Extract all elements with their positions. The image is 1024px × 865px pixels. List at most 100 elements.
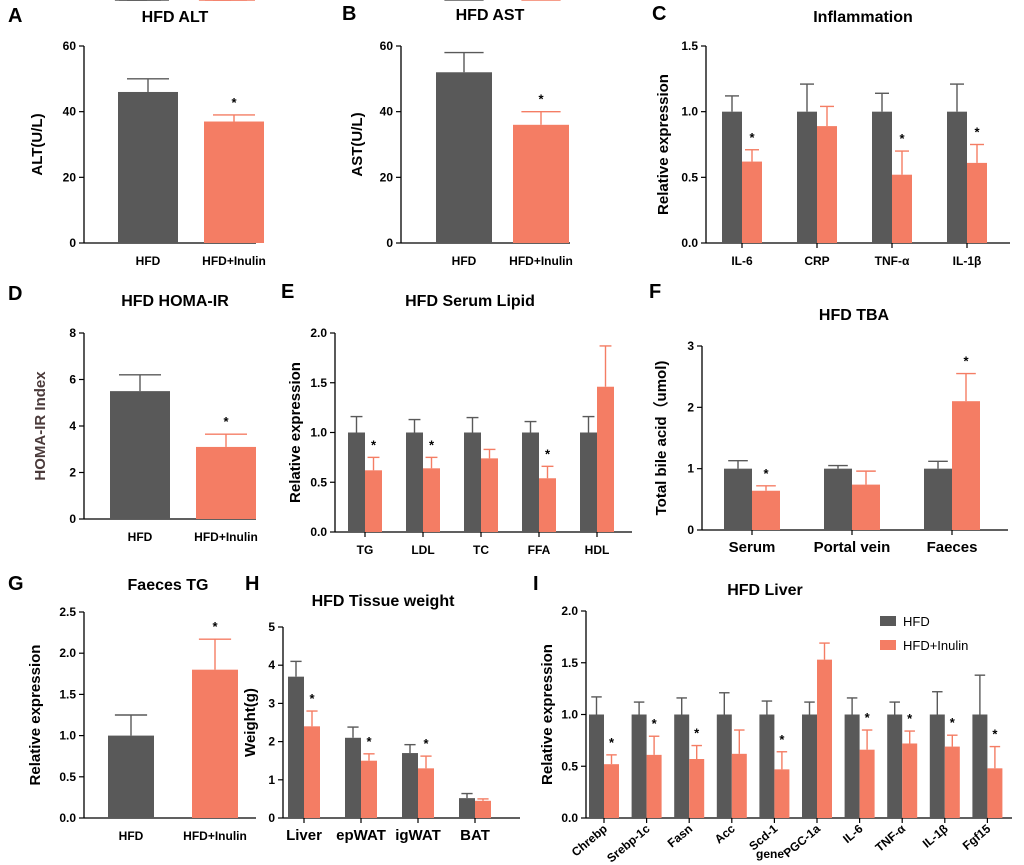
panel-I: I HFD Liver 0.0 0.5 1.0 1.5 2.0 Relative expres…	[533, 573, 1012, 865]
bar-hfd-inulin-1	[852, 484, 880, 530]
bar-hfd-1	[345, 737, 361, 818]
y-tick-label: 1.0	[561, 708, 578, 722]
x-tick-label: Chrebp	[569, 822, 610, 860]
y-tick-label: 40	[63, 105, 77, 119]
y-tick-label: 1.0	[310, 426, 327, 440]
panel-D: D HFD HOMA-IR 0 2 4 6 8 HOMA-IR Index * HFD HFD+In…	[8, 0, 258, 544]
y-axis-title: Relative expression	[287, 362, 304, 503]
bar-hfd-inulin-1	[646, 754, 662, 818]
bar-hfd-inulin-8	[944, 746, 960, 818]
x-tick-label: Fgf15	[960, 821, 994, 853]
x-axis-title: gene	[756, 847, 784, 861]
y-tick-label: 0.0	[561, 811, 578, 825]
x-tick-label: IL-6	[731, 254, 753, 268]
significance-star: *	[212, 619, 218, 634]
bar-hfd-inulin-0	[752, 490, 780, 530]
panel-B: B HFD AST 0 20 40 60 AST(U/L) * HFD HFD+Inulin	[342, 0, 573, 268]
bar-hfd-0	[108, 735, 154, 818]
x-tick-label: epWAT	[336, 827, 386, 844]
significance-star: *	[366, 734, 372, 749]
x-tick-label: TC	[473, 543, 489, 557]
y-tick-label: 0.5	[681, 170, 698, 184]
y-tick-label: 2.0	[59, 646, 76, 660]
significance-star: *	[652, 716, 658, 731]
y-tick-label: 1.0	[681, 105, 698, 119]
bar-hfd-0	[722, 111, 742, 244]
bar-hfd-1	[631, 714, 647, 818]
bar-hfd-3	[716, 714, 732, 818]
x-tick-label: igWAT	[395, 827, 441, 844]
panel-E: E HFD Serum Lipid 0.0 0.5 1.0 1.5 2.0 Relative …	[281, 281, 632, 557]
y-tick-label: 0.5	[310, 475, 327, 489]
x-tick-label: TNF-α	[875, 254, 910, 268]
bar-hfd-2	[674, 714, 690, 818]
significance-star: *	[609, 735, 615, 750]
bar-hfd-1	[797, 111, 817, 244]
bar-hfd-2	[464, 432, 481, 532]
panel-label: A	[8, 5, 22, 27]
y-axis-title: Relative expression	[655, 74, 672, 215]
bar-hfd-inulin-1	[423, 468, 440, 532]
x-tick-label: Liver	[286, 827, 322, 844]
bar-hfd-4	[759, 714, 775, 818]
y-tick-label: 3	[268, 696, 275, 710]
y-axis-title: Relative expression	[539, 644, 556, 785]
panel-label: C	[652, 3, 666, 25]
bar-hfd-inulin-2	[952, 401, 980, 530]
bar-hfd-0	[724, 468, 752, 530]
y-tick-label: 1.5	[59, 687, 76, 701]
x-tick-label: TG	[357, 543, 374, 557]
y-tick-label: 2.5	[59, 605, 76, 619]
significance-star: *	[749, 130, 755, 145]
significance-star: *	[545, 446, 551, 461]
x-tick-label: HFD	[128, 530, 153, 544]
panel-label: F	[649, 281, 661, 303]
y-tick-label: 8	[69, 326, 76, 340]
y-axis-title: Total bile acid（umol)	[652, 361, 670, 516]
bar-hfd-6	[844, 714, 860, 818]
x-tick-label: IL-1β	[920, 822, 951, 851]
chart-title: HFD HOMA-IR	[121, 293, 229, 310]
significance-star: *	[763, 466, 769, 481]
panel-label: E	[281, 281, 294, 303]
significance-star: *	[538, 92, 544, 107]
x-tick-label: Fasn	[665, 822, 695, 851]
significance-star: *	[694, 726, 700, 741]
y-tick-label: 0	[69, 512, 76, 526]
x-tick-label: HFD+Inulin	[183, 829, 247, 843]
panel-label: D	[8, 283, 22, 305]
y-tick-label: 1	[268, 773, 275, 787]
bar-hfd-inulin-3	[539, 478, 556, 532]
bar-hfd-inulin-3	[731, 753, 747, 818]
x-tick-label: HFD+Inulin	[202, 254, 266, 268]
y-tick-label: 1.0	[59, 729, 76, 743]
bar-hfd-inulin-6	[859, 749, 875, 818]
bar-hfd-3	[459, 798, 475, 818]
y-tick-label: 0	[386, 236, 393, 250]
significance-star: *	[899, 131, 905, 146]
x-tick-label: HDL	[585, 543, 610, 557]
bar-hfd-4	[580, 432, 597, 532]
bar-hfd-8	[929, 714, 945, 818]
y-axis-title: Relative expression	[27, 645, 44, 786]
y-axis-title: AST(U/L)	[349, 112, 366, 176]
chart-title: Faeces TG	[128, 577, 209, 594]
x-tick-label: Srebp-1c	[604, 821, 653, 865]
chart-title: Inflammation	[813, 9, 913, 26]
y-tick-label: 60	[63, 39, 77, 53]
bar-hfd-inulin-1	[361, 760, 377, 818]
panel-label: G	[8, 573, 24, 595]
significance-star: *	[429, 437, 435, 452]
bar-hfd-5	[802, 714, 817, 818]
significance-star: *	[779, 732, 785, 747]
y-tick-label: 6	[69, 373, 76, 387]
x-tick-label: BAT	[460, 827, 490, 844]
y-tick-label: 5	[268, 620, 275, 634]
bar-hfd-inulin-0	[196, 446, 256, 519]
y-tick-label: 0.0	[681, 236, 698, 250]
bar-hfd-0	[348, 432, 365, 532]
significance-star: *	[423, 736, 429, 751]
bar-hfd-inulin-0	[604, 764, 619, 818]
bar-hfd-0	[118, 91, 178, 243]
x-tick-label: IL-1β	[953, 254, 982, 268]
